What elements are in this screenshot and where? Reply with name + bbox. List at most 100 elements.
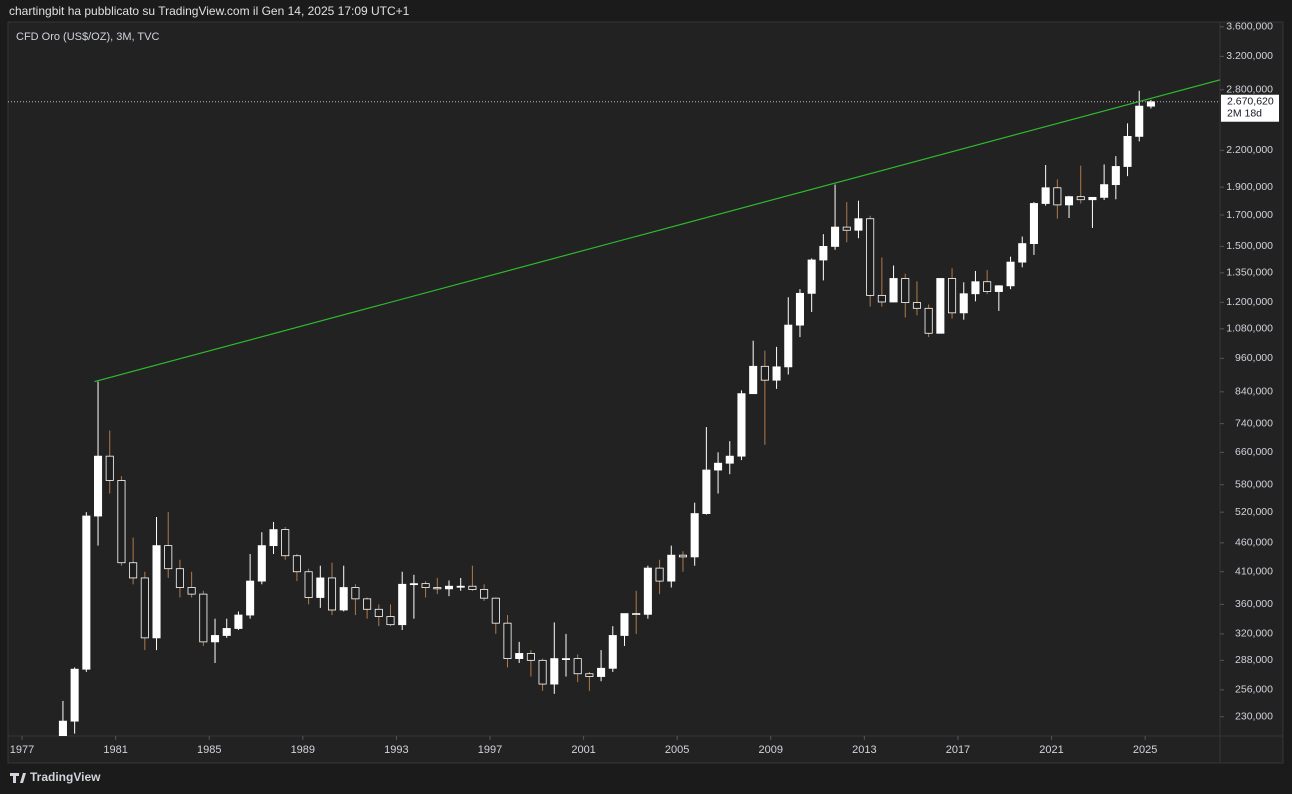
y-tick-label: 580,000: [1235, 479, 1273, 491]
candle-body: [655, 567, 664, 582]
candle-body: [503, 622, 512, 659]
candle-body: [760, 365, 769, 381]
candle-body: [316, 577, 325, 598]
candle-body: [491, 597, 500, 624]
candle-body: [971, 281, 980, 295]
candle-body: [117, 480, 126, 564]
y-tick-label: 288,000: [1235, 654, 1273, 666]
candle-body: [1029, 203, 1038, 244]
candle-body: [597, 667, 606, 677]
candle-body: [82, 515, 91, 670]
candle-body: [351, 587, 360, 600]
last-price-label: 2.670,620: [1227, 96, 1274, 108]
y-tick-label: 520,000: [1235, 506, 1273, 518]
x-tick-label: 2013: [852, 744, 876, 756]
x-tick-label: 2005: [665, 744, 689, 756]
candle-body: [924, 307, 933, 334]
candle-body: [58, 720, 67, 736]
candle-body: [819, 246, 828, 261]
candle-body: [866, 218, 875, 296]
candle-body: [842, 226, 851, 231]
candle-body: [1006, 261, 1015, 287]
x-tick-label: 1985: [197, 744, 221, 756]
y-tick-label: 3.200,000: [1226, 50, 1273, 62]
candle-body: [632, 613, 641, 615]
y-tick-label: 840,000: [1235, 386, 1273, 398]
candle-body: [105, 455, 114, 481]
tv-logo: TradingView: [10, 770, 101, 784]
x-tick-label: 1993: [384, 744, 408, 756]
candle-body: [444, 585, 454, 590]
candle-body: [386, 616, 395, 626]
last-price-box: [1221, 94, 1279, 122]
y-tick-label: 960,000: [1235, 352, 1273, 364]
candle-body: [538, 659, 547, 685]
plot-area: [58, 79, 1220, 736]
y-tick-label: 460,000: [1235, 537, 1273, 549]
candle-body: [1135, 105, 1144, 137]
candle-body: [737, 393, 746, 457]
candle-body: [339, 587, 348, 611]
candle-body: [421, 583, 430, 588]
publisher-header: chartingbit ha pubblicato su TradingView…: [9, 4, 410, 18]
candle-body: [912, 302, 921, 309]
candle-body: [807, 259, 816, 294]
candle-body: [1041, 187, 1050, 204]
y-tick-label: 1.500,000: [1226, 240, 1273, 252]
candle-body: [585, 673, 594, 677]
y-tick-label: 360,000: [1235, 598, 1273, 610]
candle-body: [164, 545, 173, 570]
candle-body: [714, 462, 723, 471]
candle-body: [187, 587, 196, 595]
candle-body: [398, 583, 407, 626]
candle-body: [433, 587, 442, 590]
candle-body: [643, 567, 652, 615]
candle-body: [1146, 101, 1155, 107]
candle-body: [199, 593, 208, 643]
candle-body: [550, 658, 559, 685]
x-tick-label: 1997: [478, 744, 502, 756]
candle-body: [1053, 187, 1062, 206]
y-tick-label: 1.350,000: [1226, 267, 1273, 279]
y-tick-label: 660,000: [1235, 446, 1273, 458]
candle-body: [901, 278, 910, 303]
candle-body: [234, 614, 243, 629]
candle-body: [795, 292, 804, 326]
candle-body: [175, 568, 184, 588]
candle-body: [889, 278, 898, 303]
candle-body: [1065, 196, 1074, 206]
x-tick-label: 2021: [1039, 744, 1063, 756]
candle-body: [480, 589, 489, 599]
candle-body: [725, 455, 734, 464]
candle-body: [948, 278, 957, 314]
candle-body: [936, 278, 945, 334]
candle-body: [129, 562, 138, 579]
candle-body: [327, 577, 337, 611]
candle-body: [561, 658, 571, 660]
countdown-label: 2M 18d: [1227, 108, 1262, 120]
y-tick-label: 1.900,000: [1226, 181, 1273, 193]
candle-body: [140, 577, 149, 639]
x-tick-label: 1977: [10, 744, 34, 756]
y-tick-label: 2.200,000: [1226, 144, 1273, 156]
candle-body: [363, 598, 372, 610]
candle-body: [1100, 184, 1109, 198]
candle-body: [409, 583, 418, 586]
x-tick-label: 2025: [1133, 744, 1157, 756]
candle-body: [468, 585, 477, 590]
candle-body: [877, 294, 886, 303]
y-tick-label: 230,000: [1235, 711, 1273, 723]
candle-body: [70, 668, 79, 722]
candle-body: [749, 365, 758, 395]
candle-body: [281, 529, 290, 557]
y-tick-label: 320,000: [1235, 628, 1273, 640]
candle-body: [1123, 135, 1132, 167]
symbol-title: CFD Oro (US$/OZ), 3M, TVC: [16, 31, 159, 43]
y-tick-label: 3.600,000: [1226, 21, 1273, 33]
candle-body: [1111, 166, 1120, 186]
candle-body: [608, 635, 617, 669]
x-tick-label: 2009: [759, 744, 783, 756]
brand: TradingView: [30, 770, 101, 784]
